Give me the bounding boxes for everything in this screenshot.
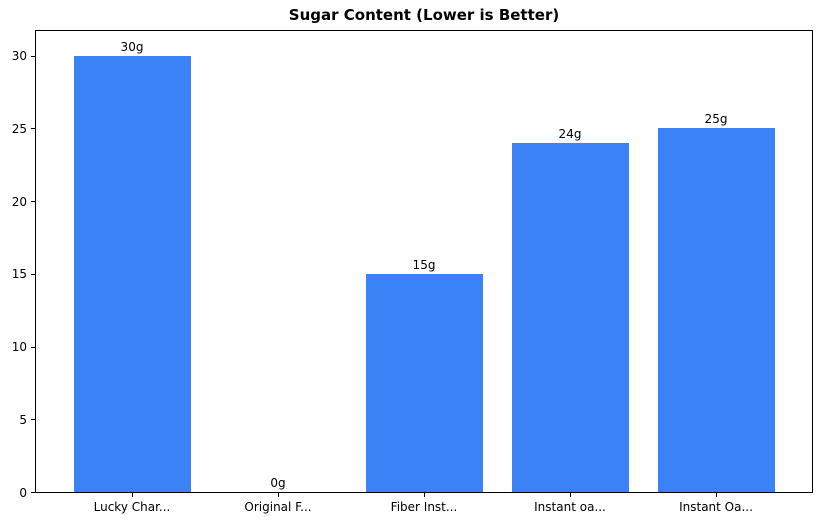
y-tick-mark [31,128,35,129]
x-tick-mark [132,493,133,497]
bar-value-label: 25g [704,112,728,126]
bar-value-label: 30g [120,40,144,54]
y-tick-mark [31,492,35,493]
y-tick-label: 20 [11,194,27,209]
y-tick-mark [31,201,35,202]
y-tick-label: 10 [11,340,27,355]
bar [657,128,775,492]
y-tick-label: 0 [19,485,27,500]
x-tick-label: Instant Oa... [679,500,753,514]
y-tick-label: 15 [11,267,27,282]
y-tick-label: 25 [11,121,27,136]
bar-value-label: 0g [270,476,286,490]
y-tick-mark [31,274,35,275]
x-tick-label: Original F... [244,500,312,514]
bar-value-label: 24g [558,127,582,141]
chart-title: Sugar Content (Lower is Better) [288,6,560,24]
y-tick-mark [31,347,35,348]
x-tick-label: Lucky Char... [93,500,171,514]
y-tick-label: 5 [19,412,27,427]
y-tick-mark [31,419,35,420]
x-tick-label: Instant oa... [534,500,606,514]
x-tick-label: Fiber Inst... [390,500,458,514]
bar-value-label: 15g [412,258,436,272]
y-tick-mark [31,56,35,57]
plot-area: 30g 0g 15g 24g 25g [35,30,813,493]
y-tick-label: 30 [11,49,27,64]
x-tick-mark [570,493,571,497]
bar [73,56,191,492]
bar [511,143,629,492]
x-tick-mark [278,493,279,497]
bar [365,274,483,492]
x-tick-mark [424,493,425,497]
x-tick-mark [716,493,717,497]
